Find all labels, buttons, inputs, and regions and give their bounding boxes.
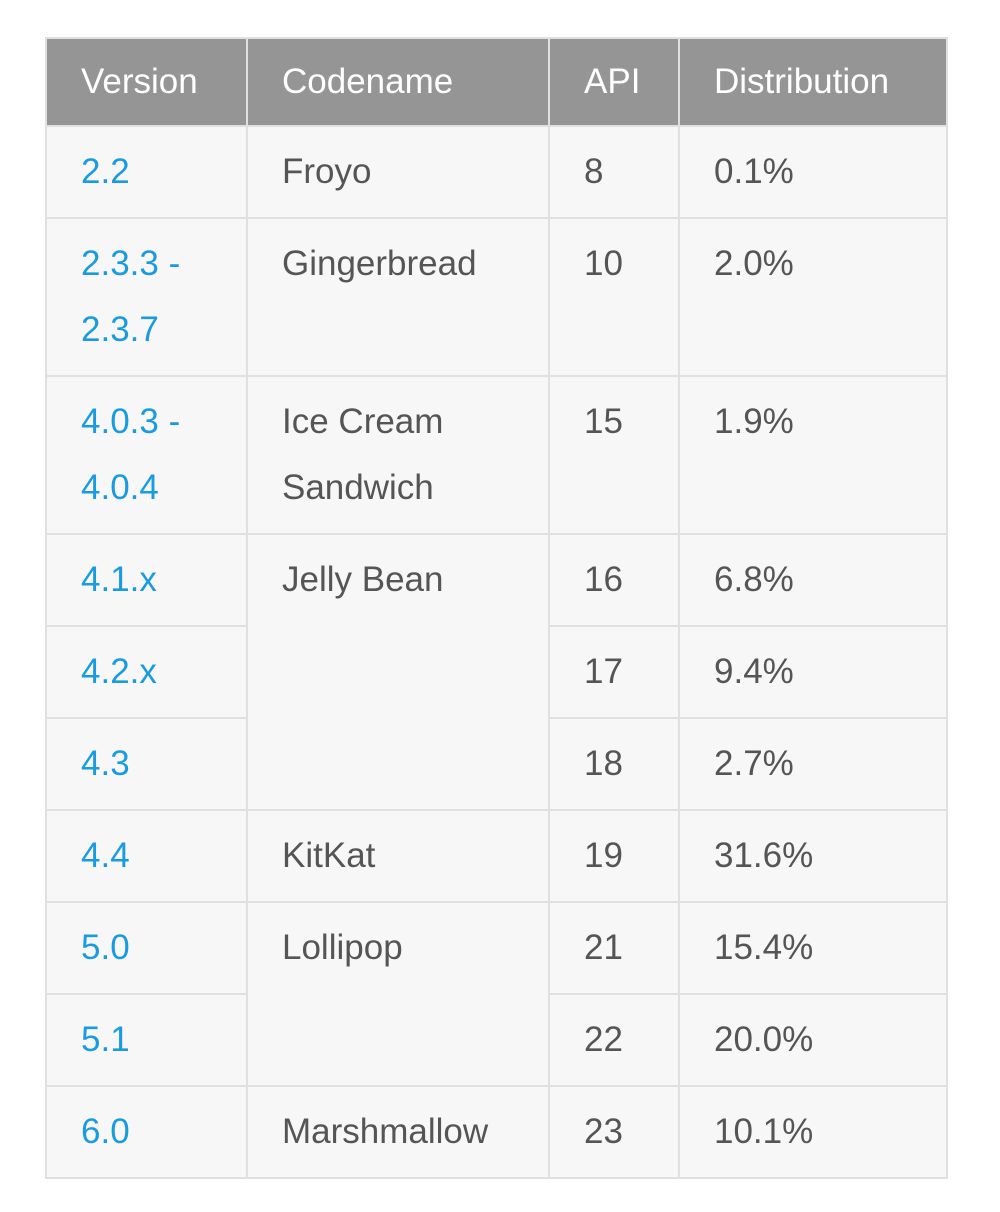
version-link[interactable]: 4.0.3 - 4.0.4 <box>45 375 248 535</box>
distribution-cell: 20.0% <box>678 993 948 1087</box>
distribution-cell: 15.4% <box>678 901 948 995</box>
api-level-cell: 17 <box>548 625 680 719</box>
api-level-cell: 10 <box>548 217 680 377</box>
table-header-row: Version Codename API Distribution <box>45 37 948 127</box>
table-row: 2.3.3 - 2.3.7 Gingerbread 10 2.0% <box>45 217 948 377</box>
distribution-cell: 6.8% <box>678 533 948 627</box>
column-header-api: API <box>548 37 680 127</box>
codename-cell: Marshmallow <box>246 1085 550 1179</box>
table-row: 4.4 KitKat 19 31.6% <box>45 809 948 903</box>
codename-cell: Gingerbread <box>246 217 550 377</box>
codename-cell: KitKat <box>246 809 550 903</box>
api-level-cell: 8 <box>548 125 680 219</box>
distribution-cell: 2.7% <box>678 717 948 811</box>
codename-cell: Jelly Bean <box>246 533 550 811</box>
distribution-cell: 31.6% <box>678 809 948 903</box>
distribution-cell: 1.9% <box>678 375 948 535</box>
table-row: 4.2.x 17 9.4% <box>45 625 948 719</box>
distribution-cell: 9.4% <box>678 625 948 719</box>
version-link[interactable]: 4.4 <box>45 809 248 903</box>
api-level-cell: 16 <box>548 533 680 627</box>
table-row: 2.2 Froyo 8 0.1% <box>45 125 948 219</box>
version-link[interactable]: 2.3.3 - 2.3.7 <box>45 217 248 377</box>
version-link[interactable]: 5.0 <box>45 901 248 995</box>
table-row: 4.1.x Jelly Bean 16 6.8% <box>45 533 948 811</box>
api-level-cell: 23 <box>548 1085 680 1179</box>
table-row: 5.0 Lollipop 21 15.4% <box>45 901 948 1087</box>
distribution-cell: 2.0% <box>678 217 948 377</box>
table-row: 4.0.3 - 4.0.4 Ice Cream Sandwich 15 1.9% <box>45 375 948 535</box>
column-header-distribution: Distribution <box>678 37 948 127</box>
codename-cell: Froyo <box>246 125 550 219</box>
version-link[interactable]: 6.0 <box>45 1085 248 1179</box>
version-link[interactable]: 4.1.x <box>45 533 248 627</box>
version-link[interactable]: 5.1 <box>45 993 248 1087</box>
api-level-cell: 15 <box>548 375 680 535</box>
column-header-codename: Codename <box>246 37 550 127</box>
table-row: 5.1 22 20.0% <box>45 993 948 1087</box>
table-row: 4.3 18 2.7% <box>45 717 948 811</box>
table-row: 6.0 Marshmallow 23 10.1% <box>45 1085 948 1179</box>
version-link[interactable]: 4.3 <box>45 717 248 811</box>
api-level-cell: 19 <box>548 809 680 903</box>
column-header-version: Version <box>45 37 248 127</box>
api-level-cell: 18 <box>548 717 680 811</box>
version-link[interactable]: 4.2.x <box>45 625 248 719</box>
version-link[interactable]: 2.2 <box>45 125 248 219</box>
api-level-cell: 21 <box>548 901 680 995</box>
codename-cell: Lollipop <box>246 901 550 1087</box>
distribution-cell: 0.1% <box>678 125 948 219</box>
codename-cell: Ice Cream Sandwich <box>246 375 550 535</box>
distribution-cell: 10.1% <box>678 1085 948 1179</box>
api-level-cell: 22 <box>548 993 680 1087</box>
distribution-table: Version Codename API Distribution 2.2 Fr… <box>45 37 948 1179</box>
